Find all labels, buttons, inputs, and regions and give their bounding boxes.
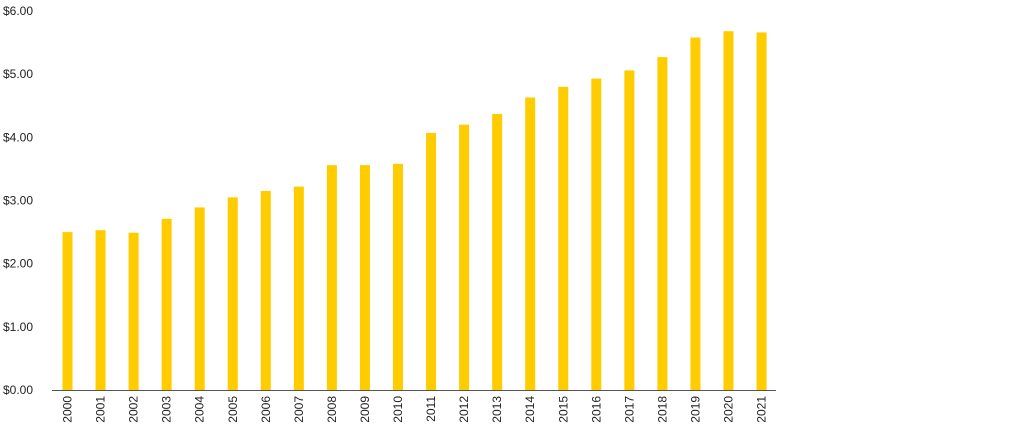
x-tick-label: 2013 <box>490 396 504 423</box>
bar-2010 <box>393 163 403 390</box>
bar-2003 <box>161 218 172 390</box>
x-tick-label: 2010 <box>391 396 405 423</box>
bar-2004 <box>194 207 205 390</box>
bar-2000 <box>62 232 73 390</box>
y-tick-label: $1.00 <box>3 320 33 334</box>
y-axis-ticks: $0.00 $1.00 $2.00 $3.00 $4.00 $5.00 $6.00 <box>3 4 33 397</box>
bar-2020 <box>723 31 734 391</box>
x-tick-label: 2009 <box>358 396 372 423</box>
y-tick-label: $4.00 <box>3 130 33 144</box>
bar-2014 <box>525 97 536 390</box>
bar-2015 <box>558 86 569 391</box>
x-tick-label: 2001 <box>94 396 108 423</box>
bar-2018 <box>657 57 668 391</box>
y-tick-label: $0.00 <box>3 383 33 397</box>
x-tick-label: 2014 <box>523 396 537 423</box>
bar-2001 <box>95 230 106 390</box>
bar-2007 <box>293 186 304 390</box>
x-tick-label: 2016 <box>589 396 603 423</box>
bar-2013 <box>492 113 503 390</box>
bar-2005 <box>227 197 238 390</box>
y-tick-label: $3.00 <box>3 194 33 208</box>
bar-2021 <box>756 32 767 391</box>
x-tick-label: 2008 <box>325 396 339 423</box>
bars <box>62 31 767 391</box>
bar-2009 <box>359 165 370 390</box>
bar-2008 <box>326 165 337 390</box>
bar-2017 <box>624 70 635 391</box>
x-axis-labels: 2000 2001 2002 2003 2004 2005 2006 2007 2008 2009… <box>61 396 769 423</box>
x-tick-label: 2021 <box>755 396 769 423</box>
x-tick-label: 2012 <box>457 396 471 423</box>
x-tick-label: 2006 <box>259 396 273 423</box>
x-tick-label: 2015 <box>556 396 570 423</box>
x-tick-label: 2005 <box>226 396 240 423</box>
x-tick-label: 2020 <box>722 396 736 423</box>
x-tick-label: 2007 <box>292 396 306 423</box>
x-tick-label: 2019 <box>688 396 702 423</box>
x-tick-label: 2000 <box>61 396 75 423</box>
bar-2016 <box>591 78 602 391</box>
x-tick-label: 2003 <box>160 396 174 423</box>
bar-2011 <box>426 132 437 390</box>
x-tick-label: 2004 <box>193 396 207 423</box>
x-tick-label: 2018 <box>655 396 669 423</box>
x-tick-label: 2011 <box>424 396 438 422</box>
y-tick-label: $6.00 <box>3 4 33 18</box>
x-tick-label: 2017 <box>622 396 636 423</box>
y-tick-label: $2.00 <box>3 257 33 271</box>
y-tick-label: $5.00 <box>3 67 33 81</box>
bar-2002 <box>128 232 139 390</box>
x-tick-label: 2002 <box>127 396 141 423</box>
bar-2006 <box>260 191 271 390</box>
bar-2019 <box>690 37 701 390</box>
bar-2012 <box>459 124 470 390</box>
